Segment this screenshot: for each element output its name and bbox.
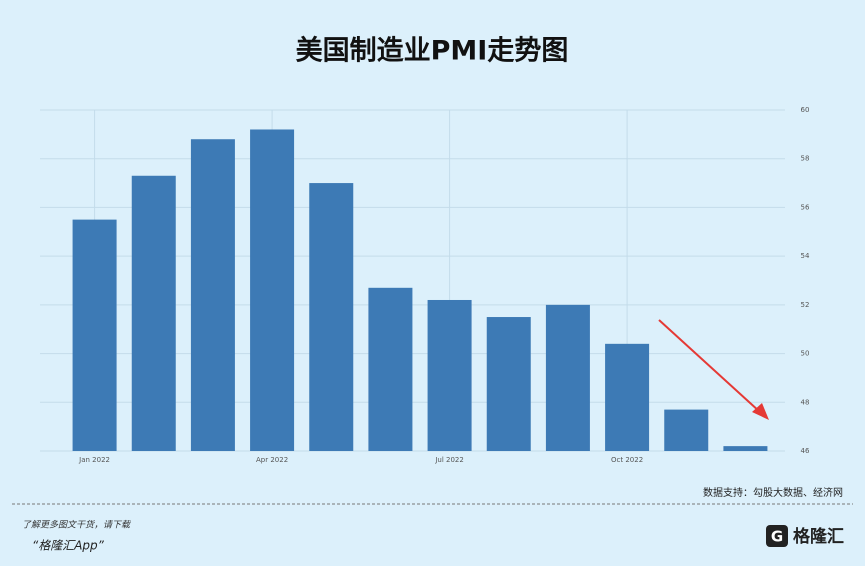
bar: [723, 446, 768, 451]
bar: [190, 139, 235, 451]
x-tick-label: Apr 2022: [256, 456, 288, 464]
x-tick-label: Oct 2022: [611, 456, 643, 464]
logo-text: 格隆汇: [793, 526, 844, 547]
y-tick-label: 50: [801, 350, 810, 358]
bar: [368, 287, 413, 451]
trend-arrow: [658, 319, 761, 413]
footer-note: 了解更多图文干货，请下载: [22, 520, 131, 531]
y-tick-label: 60: [801, 106, 810, 114]
bar: [72, 219, 117, 451]
bar: [545, 304, 590, 451]
y-tick-label: 48: [801, 398, 810, 406]
y-tick-label: 56: [801, 203, 810, 211]
bar: [664, 409, 709, 451]
logo-icon-letter: G: [771, 528, 783, 546]
bar: [605, 343, 650, 451]
x-tick-label: Jul 2022: [434, 456, 464, 464]
bar: [309, 183, 354, 452]
bar: [250, 129, 295, 451]
chart-title: 美国制造业PMI走势图: [296, 35, 569, 67]
x-tick-label: Jan 2022: [78, 456, 110, 464]
logo-icon: [766, 525, 788, 547]
y-tick-label: 52: [801, 301, 810, 309]
y-tick-label: 58: [801, 155, 810, 163]
bar: [131, 175, 176, 451]
bar: [427, 299, 472, 451]
bar: [486, 317, 531, 451]
source: 数据支持：勾股大数据、经济网: [703, 486, 843, 499]
trend-arrow-head: [752, 403, 769, 420]
y-tick-label: 54: [801, 252, 810, 260]
footer-app: “格隆汇App”: [32, 539, 105, 553]
y-tick-label: 46: [801, 447, 810, 455]
